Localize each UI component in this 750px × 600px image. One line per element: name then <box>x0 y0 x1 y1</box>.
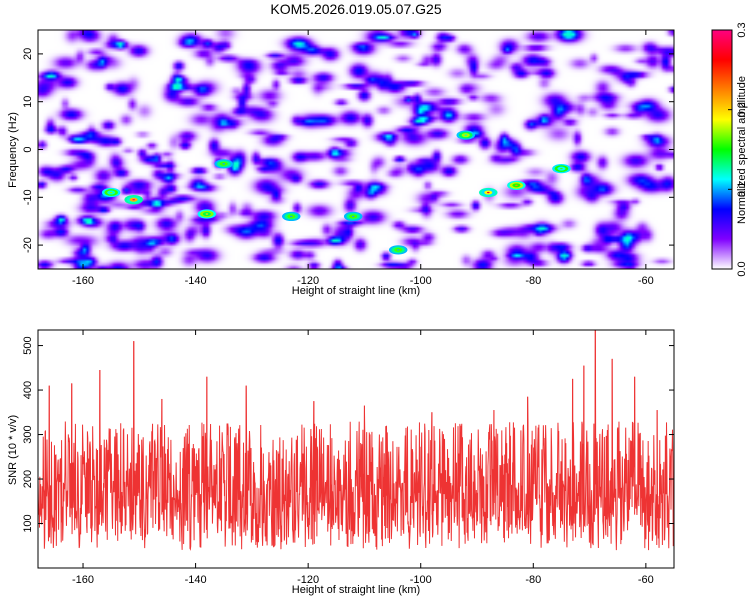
spectrogram-peak <box>507 180 526 190</box>
spectrogram-peak <box>197 209 217 219</box>
snr-x-tick-label: -100 <box>410 574 432 586</box>
spectrogram-y-tick-label: -20 <box>22 237 34 253</box>
snr-x-tick-label: -140 <box>185 574 207 586</box>
spectrogram-peak <box>124 195 143 205</box>
spectrogram-x-tick-label: -140 <box>185 275 207 287</box>
figure-title: KOM5.2026.019.05.07.G25 <box>270 1 441 17</box>
snr-x-axis-label: Height of straight line (km) <box>292 584 420 596</box>
spectrogram-x-tick-label: -160 <box>72 275 94 287</box>
spectrogram-y-tick-label: -10 <box>22 189 34 205</box>
spectrogram-y-tick-label: 10 <box>22 96 34 108</box>
snr-y-axis-label: SNR (10 * v/v) <box>7 415 19 485</box>
spectrogram-heatmap <box>38 30 674 269</box>
snr-y-tick-label: 400 <box>22 381 34 399</box>
colorbar-tick-label: 0.1 <box>736 182 748 197</box>
spectrogram-y-ticks: -20 -10 0 10 20 <box>22 48 674 253</box>
colorbar-tick-label: 0.3 <box>736 22 748 37</box>
spectrogram-peaks <box>101 130 571 255</box>
spectrogram-peak-layer <box>464 134 468 136</box>
spectrogram-peak-layer <box>132 199 136 201</box>
snr-y-tick-label: 300 <box>22 425 34 443</box>
snr-x-tick-label: -80 <box>525 574 541 586</box>
spectrogram-y-tick-label: 0 <box>22 146 34 152</box>
spectrogram-peak <box>552 163 571 174</box>
spectrogram-x-tick-label: -120 <box>297 275 319 287</box>
snr-y-tick-label: 500 <box>22 336 34 354</box>
snr-x-ticks: -160 -140 -120 -100 -80 -60 <box>72 330 654 586</box>
spectrogram-peak <box>388 245 408 255</box>
spectrogram-y-axis-label: Frequency (Hz) <box>7 112 19 188</box>
colorbar-label: Normalized spectral amplitude <box>736 76 748 224</box>
spectrogram-peak-layer <box>560 167 563 170</box>
spectrogram-peak <box>214 159 234 169</box>
spectrogram-peak-layer <box>289 215 293 218</box>
colorbar: 0.0 0.1 0.2 0.3 Normalized spectral amplitu… <box>711 22 748 277</box>
snr-series-line <box>38 330 674 551</box>
colorbar-tick-label: 0.0 <box>736 261 748 276</box>
spectrogram-peak-layer <box>222 163 226 165</box>
spectrogram-peak-layer <box>109 191 113 194</box>
snr-frame <box>37 329 675 569</box>
spectrogram-peak-layer <box>351 215 355 218</box>
spectrogram-x-tick-label: -60 <box>638 275 654 287</box>
snr-panel: -160 -140 -120 -100 -80 -60 100 200 300 400 500 H… <box>7 329 675 596</box>
spectrogram-peak <box>343 211 363 222</box>
colorbar-tick-label: 0.2 <box>736 102 748 117</box>
spectrogram-peak <box>101 187 121 198</box>
snr-spike-marks <box>48 330 658 515</box>
snr-x-tick-label: -60 <box>638 574 654 586</box>
colorbar-ticks: 0.0 0.1 0.2 0.3 <box>728 22 748 277</box>
snr-x-tick-label: -120 <box>297 574 319 586</box>
snr-y-tick-label: 100 <box>22 514 34 532</box>
spectrogram-peak-layer <box>205 213 209 215</box>
colorbar-frame <box>711 29 733 270</box>
spectrogram-x-tick-label: -80 <box>525 275 541 287</box>
spectrogram-peak-layer <box>515 184 518 187</box>
snr-y-tick-label: 200 <box>22 470 34 488</box>
spectrogram-peak <box>282 211 301 222</box>
colorbar-gradient <box>712 30 732 269</box>
spectrogram-peak <box>456 130 476 140</box>
snr-x-tick-label: -160 <box>72 574 94 586</box>
spectrogram-peak <box>478 187 498 198</box>
spectrogram-x-axis-label: Height of straight line (km) <box>292 285 420 297</box>
spectrogram-y-tick-label: 20 <box>22 48 34 60</box>
spectrogram-x-tick-label: -100 <box>410 275 432 287</box>
spectrogram-x-ticks: -160 -140 -120 -100 -80 -60 <box>72 30 654 287</box>
spectrogram-peak-layer <box>486 191 490 194</box>
snr-y-ticks: 100 200 300 400 500 <box>22 336 674 533</box>
spectrogram-peak-layer <box>396 249 400 251</box>
